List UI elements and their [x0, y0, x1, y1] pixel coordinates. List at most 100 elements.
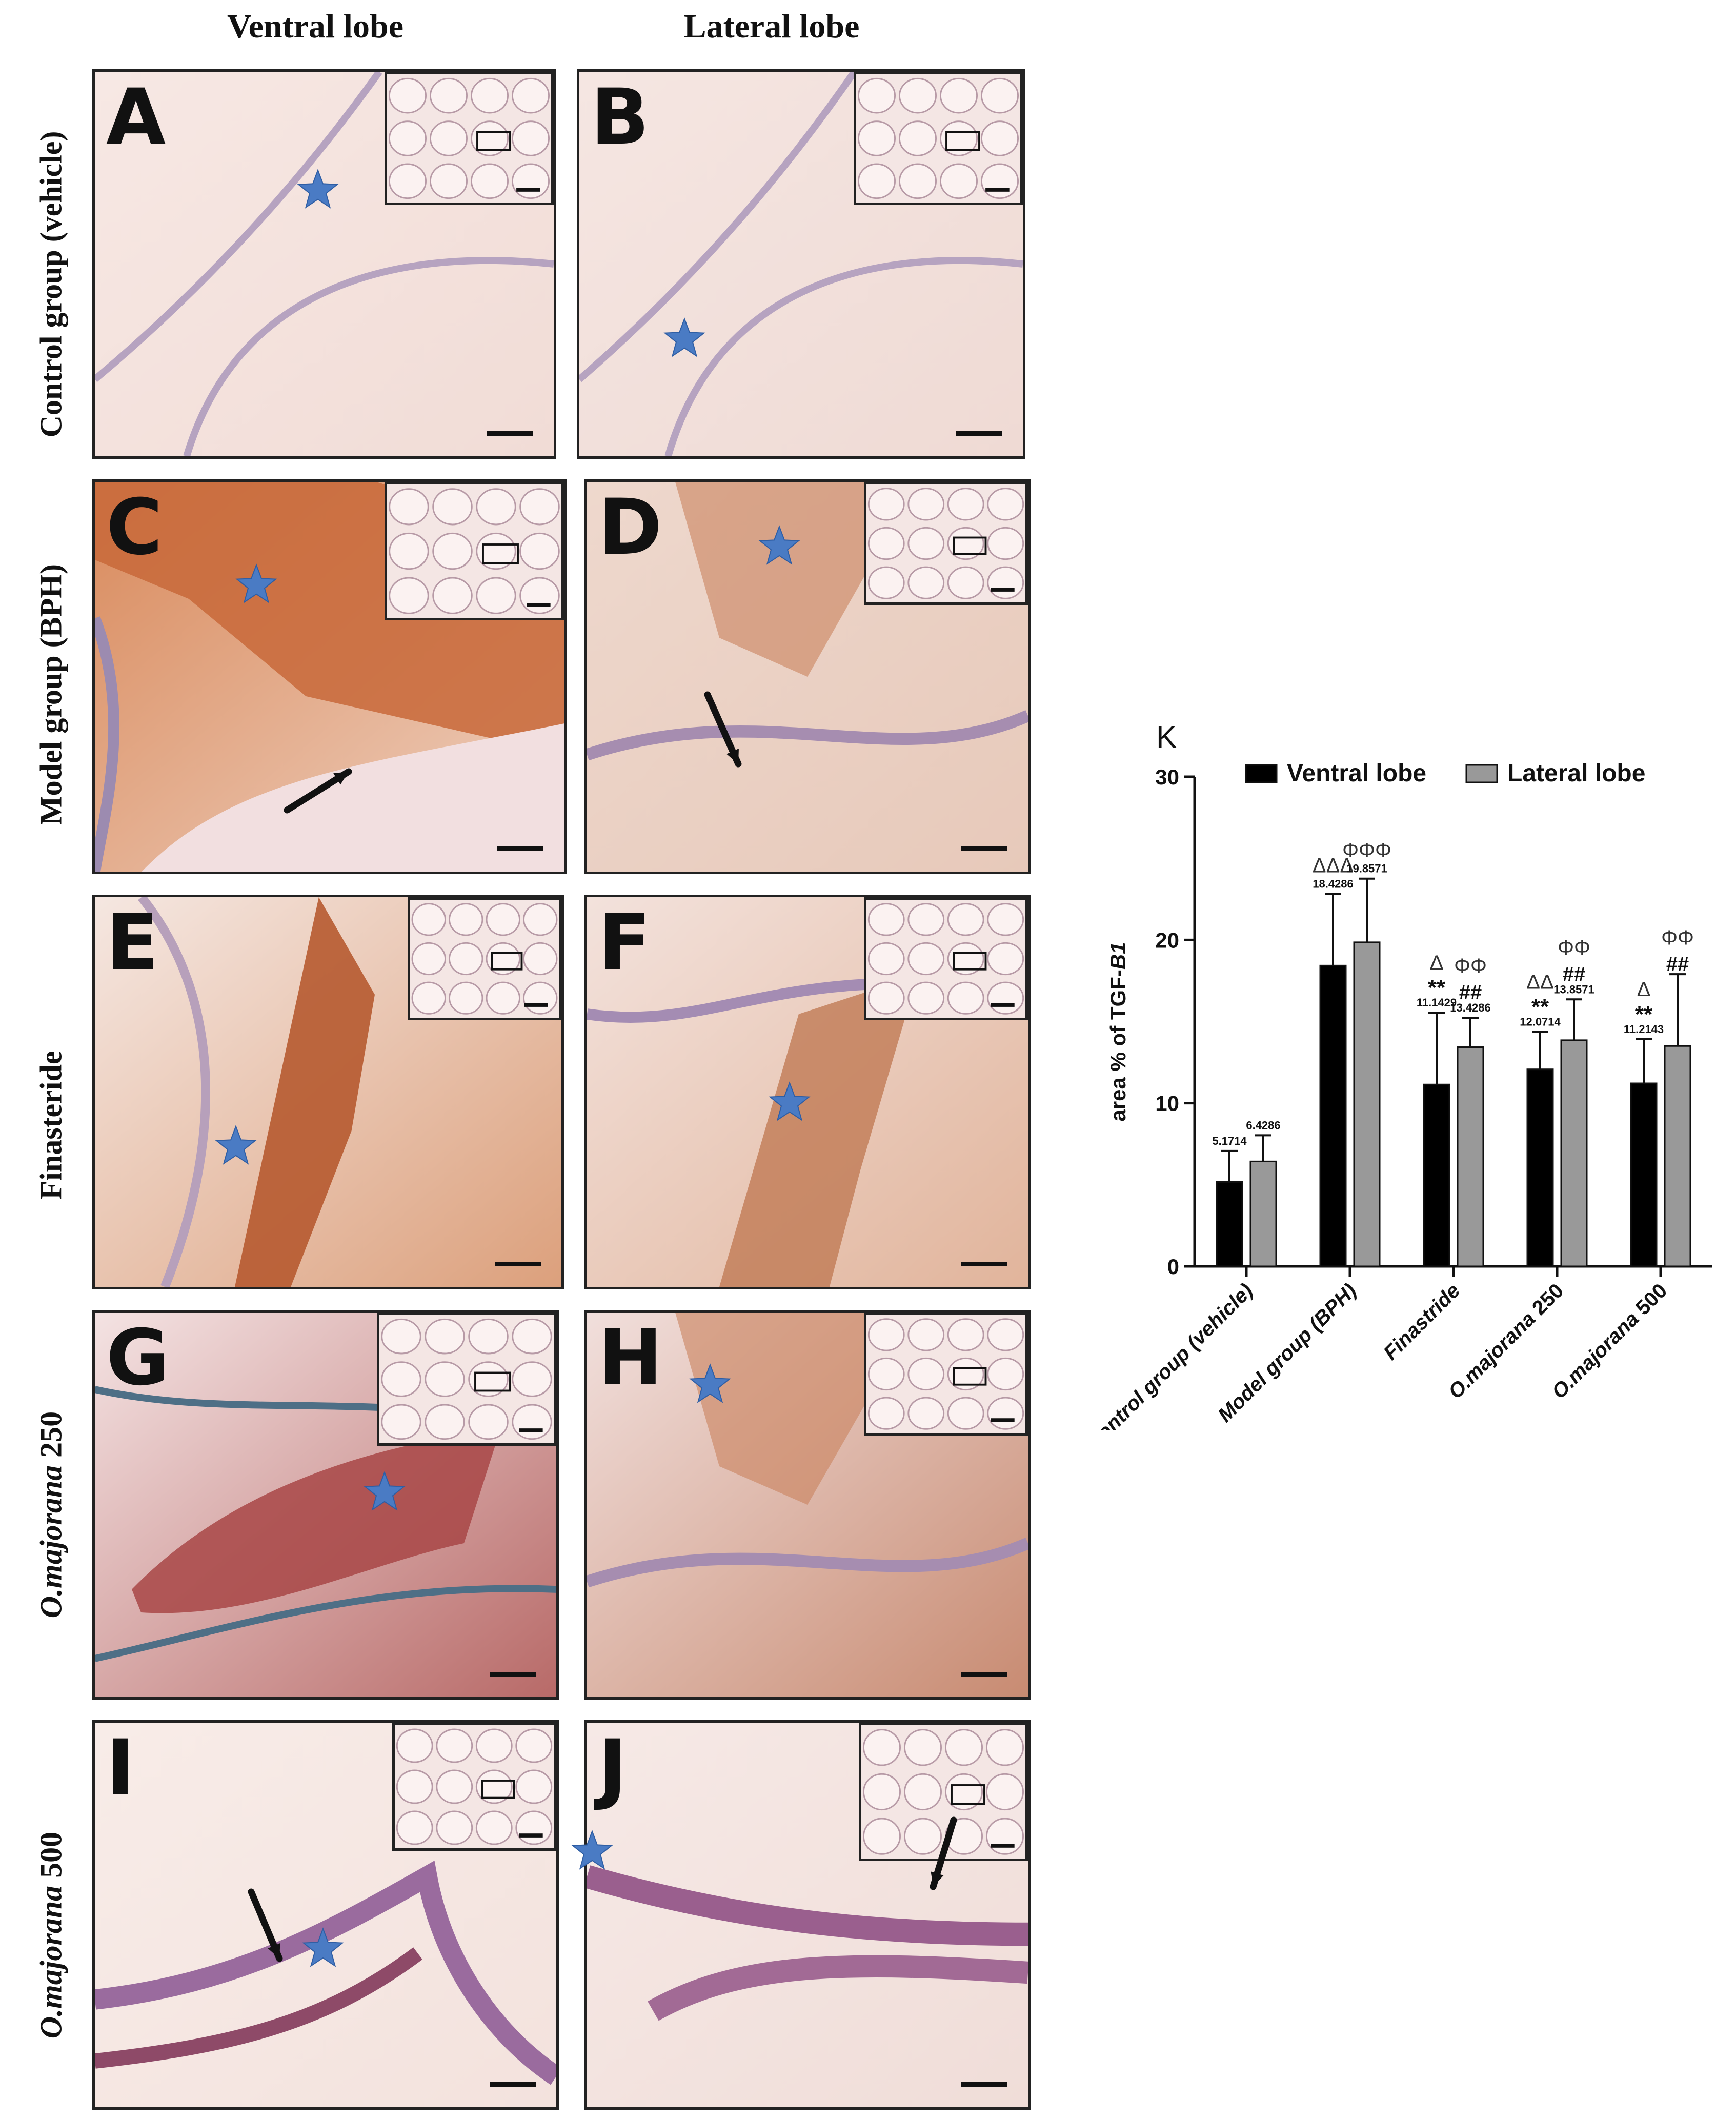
significance-hashes: ##: [1666, 953, 1689, 976]
value-label: 11.1429: [1417, 996, 1457, 1009]
significance-stars: **: [1635, 1002, 1653, 1027]
panel-letter-a: A: [106, 73, 166, 162]
value-label: 19.8571: [1346, 862, 1387, 875]
row-label-finasteride: Finasteride: [34, 1051, 68, 1200]
value-label: 13.4286: [1450, 1001, 1491, 1014]
arrow-marker-icon: [704, 691, 742, 768]
overview-inset: [864, 1313, 1028, 1436]
value-label: 6.4286: [1246, 1119, 1280, 1132]
panel-letter-j: J: [598, 1724, 627, 1813]
scale-bar: [956, 431, 1002, 436]
panel-letter-b: B: [591, 73, 650, 162]
significance-hashes: ##: [1459, 981, 1482, 1004]
panel-letter-i: I: [106, 1724, 135, 1813]
chart-panel-label: K: [1156, 720, 1177, 754]
significance-delta: Δ: [1430, 952, 1444, 974]
bar-chart-k: K 0 10 20 30 area % of TGF-B1 Ventral lobe Late…: [1077, 713, 1736, 1455]
row-label-om250-italic: O.majorana: [34, 1465, 68, 1619]
row-label-om500-dose: 500: [34, 1831, 68, 1886]
panel-letter-h: H: [598, 1314, 663, 1403]
bar-lateral: [1457, 1046, 1484, 1267]
star-marker-icon: [769, 1081, 811, 1121]
bar-lateral: [1249, 1160, 1277, 1267]
star-marker-icon: [215, 1125, 257, 1165]
panel-letter-g: G: [106, 1314, 170, 1403]
significance-stars: **: [1531, 995, 1549, 1020]
y-tick-label: 30: [1155, 765, 1179, 789]
column-header-lateral: Lateral lobe: [683, 8, 860, 45]
star-marker-icon: [689, 1363, 731, 1403]
overview-inset: [385, 72, 554, 205]
significance-delta: Δ: [1637, 978, 1651, 1001]
scale-bar: [497, 846, 543, 851]
value-label: 12.0714: [1520, 1016, 1561, 1028]
significance-phi: ΦΦΦ: [1342, 839, 1391, 862]
micrograph-panel-f: F: [584, 895, 1031, 1289]
x-category-label: O.majorana 500: [1548, 1279, 1672, 1403]
panel-letter-d: D: [598, 483, 662, 572]
panel-letter-f: F: [598, 898, 651, 987]
overview-inset: [377, 1313, 556, 1446]
micrograph-panel-a: A: [92, 69, 556, 459]
bar-ventral: [1423, 1083, 1450, 1267]
micrograph-panel-g: G: [92, 1310, 559, 1700]
row-label-om500-italic: O.majorana: [34, 1885, 68, 2039]
overview-inset: [864, 482, 1028, 605]
bar-ventral: [1216, 1181, 1243, 1267]
y-tick-label: 10: [1155, 1092, 1179, 1116]
row-label-om250: O.majorana 250: [34, 1371, 69, 1659]
arrow-marker-icon: [248, 1888, 283, 1962]
micrograph-panel-h: H: [584, 1310, 1031, 1700]
bar-lateral: [1664, 1045, 1691, 1267]
legend-label-ventral: Ventral lobe: [1287, 760, 1426, 787]
arrow-marker-icon: [930, 1816, 957, 1890]
column-header-ventral: Ventral lobe: [227, 8, 404, 45]
value-label: 13.8571: [1553, 983, 1594, 996]
panel-letter-c: C: [106, 483, 163, 572]
scale-bar: [495, 1262, 541, 1266]
significance-phi: ΦΦ: [1661, 926, 1694, 949]
micrograph-panel-b: B: [577, 69, 1025, 459]
x-category-label: Finastride: [1379, 1279, 1464, 1364]
bar-ventral: [1630, 1082, 1658, 1267]
x-category-label-italic: O.majorana: [1444, 1307, 1540, 1403]
scale-bar: [490, 1672, 536, 1677]
y-axis-label: area % of TGF-B1: [1106, 942, 1130, 1121]
panel-letter-e: E: [106, 898, 159, 987]
y-axis-label-italic: B1: [1106, 942, 1130, 970]
arrow-marker-icon: [284, 768, 352, 814]
micrograph-panel-e: E: [92, 895, 564, 1289]
legend-swatch-lateral: [1465, 764, 1498, 783]
bar-lateral: [1560, 1039, 1588, 1267]
scale-bar: [961, 1262, 1007, 1266]
overview-inset: [864, 897, 1028, 1020]
micrograph-panel-j: J: [584, 1720, 1031, 2110]
scale-bar: [961, 2082, 1007, 2087]
scale-bar: [961, 846, 1007, 851]
scale-bar: [961, 1672, 1007, 1677]
legend-swatch-ventral: [1245, 764, 1278, 783]
overview-inset: [859, 1723, 1028, 1861]
bar-ventral: [1319, 964, 1347, 1267]
y-tick-label: 20: [1155, 928, 1179, 952]
star-marker-icon: [571, 1830, 613, 1870]
significance-phi: ΦΦ: [1558, 936, 1590, 959]
y-axis-label-prefix: area % of TGF-: [1106, 970, 1130, 1121]
value-label: 11.2143: [1624, 1023, 1664, 1036]
star-marker-icon: [364, 1471, 406, 1511]
y-tick-label: 0: [1167, 1255, 1179, 1279]
value-label: 18.4286: [1313, 877, 1354, 890]
significance-stars: **: [1428, 975, 1446, 1000]
overview-inset: [408, 897, 561, 1020]
star-marker-icon: [758, 525, 800, 565]
star-marker-icon: [302, 1927, 344, 1967]
chart-svg: K 0 10 20 30 area % of TGF-B1 Ventral lobe Late…: [1082, 720, 1712, 1455]
overview-inset: [392, 1723, 556, 1851]
scale-bar: [487, 431, 533, 436]
x-category-label-italic: O.majorana: [1548, 1307, 1644, 1403]
micrograph-panel-d: D: [584, 479, 1031, 874]
row-label-om250-dose: 250: [34, 1411, 68, 1465]
value-label: 5.1714: [1212, 1135, 1247, 1147]
x-category-label-text: Finastride: [1379, 1279, 1464, 1364]
row-label-model: Model group (BPH): [34, 564, 68, 825]
